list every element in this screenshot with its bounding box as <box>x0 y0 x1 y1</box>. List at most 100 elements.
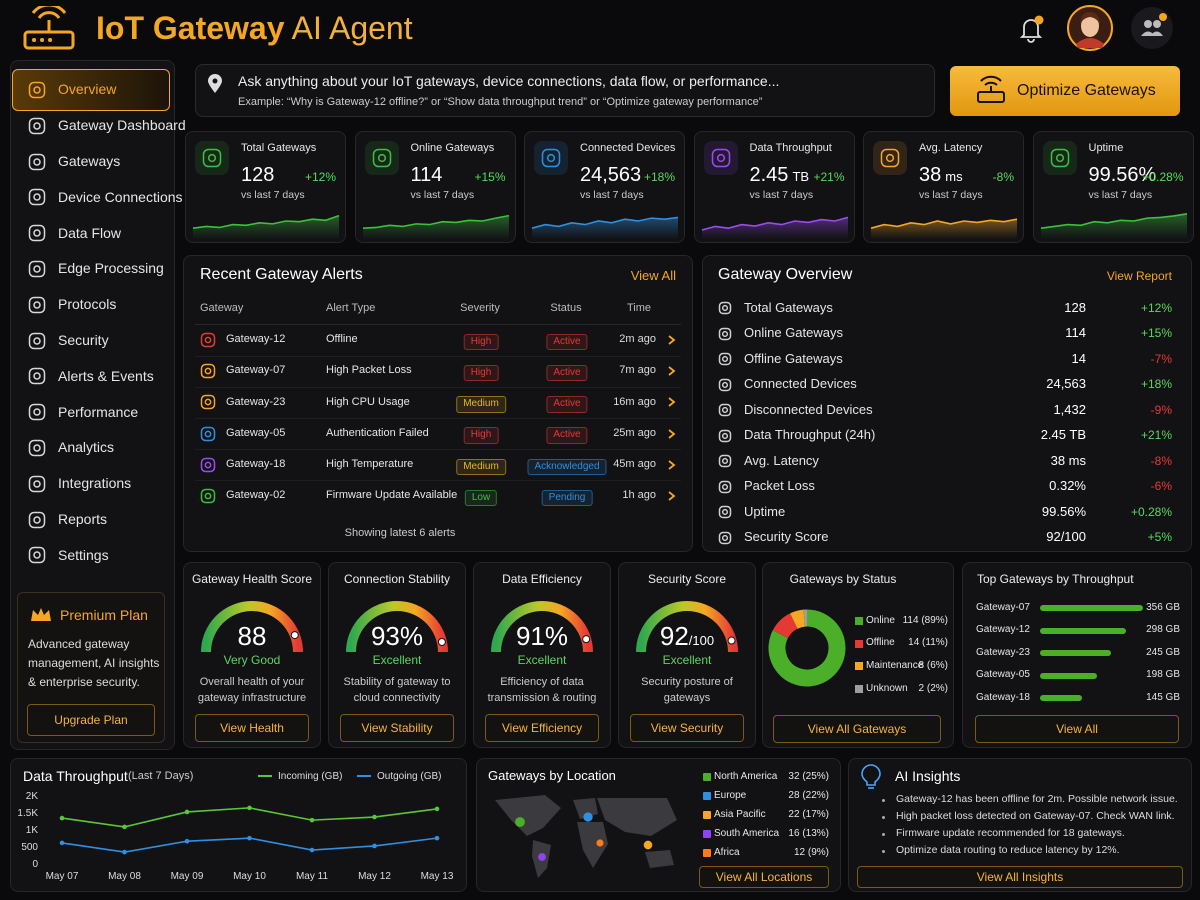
overview-label: Packet Loss <box>744 478 815 494</box>
icon-frame <box>372 148 391 168</box>
router-waves <box>980 75 1002 92</box>
nav-item[interactable]: Protocols <box>58 296 117 313</box>
score-button[interactable]: View Security <box>630 714 744 742</box>
overview-value: 1,432 <box>1053 401 1086 417</box>
overview-link[interactable]: View Report <box>1106 268 1172 283</box>
gauge-arc <box>346 601 448 653</box>
nav-item[interactable]: Data Flow <box>58 224 122 241</box>
icon-dot <box>546 153 556 163</box>
nav-item[interactable]: Gateway Dashboard <box>58 117 186 134</box>
score-suffix: /100 <box>688 632 715 648</box>
gateway-name: Gateway-05 <box>976 669 1030 681</box>
nav-icon <box>28 153 46 170</box>
sparkline-line <box>701 216 848 231</box>
location-value: 16 (13%) <box>788 827 829 839</box>
nav-item[interactable]: Reports <box>58 510 108 527</box>
bullet <box>882 849 885 853</box>
alerts-link[interactable]: View All <box>630 267 676 283</box>
insight-item: High packet loss detected on Gateway-07.… <box>896 810 1175 823</box>
status-value: 8 (6%) <box>918 660 948 671</box>
gauge-marker <box>437 637 446 646</box>
divider <box>195 480 681 482</box>
icon-frame <box>718 505 732 519</box>
overview-change: +5% <box>1147 530 1172 545</box>
nav-icon <box>28 439 46 457</box>
location-title: Gateways by Location <box>488 767 616 783</box>
bulb-icon <box>861 764 881 789</box>
notification-bell[interactable] <box>1016 14 1046 44</box>
overview-label: Uptime <box>744 503 786 519</box>
nav-item[interactable]: Security <box>58 331 109 348</box>
kpi-value: 128 <box>241 163 275 186</box>
overview-change: +21% <box>1140 428 1172 443</box>
icon-frame <box>1050 148 1069 168</box>
alert-gateway: Gateway-12 <box>226 333 286 346</box>
upgrade-button[interactable]: Upgrade Plan <box>27 704 155 736</box>
alert-gateway: Gateway-07 <box>226 364 286 377</box>
nav-item[interactable]: Alerts & Events <box>58 367 154 384</box>
alert-time: 7m ago <box>619 364 656 377</box>
row-chevron <box>668 428 676 439</box>
kpi-note: vs last 7 days <box>241 189 305 202</box>
score-value: 92/100 <box>659 620 715 651</box>
y-tick-label: 1.5K <box>17 807 38 819</box>
status-name: Offline <box>866 637 895 649</box>
series-point <box>434 806 440 812</box>
legend-swatch <box>703 849 711 857</box>
score-button[interactable]: View Health <box>195 714 309 742</box>
icon-frame <box>28 511 46 528</box>
throughput-button[interactable]: View All <box>975 715 1179 743</box>
nav-icon <box>28 403 46 421</box>
x-tick-label: May 07 <box>45 870 79 882</box>
nav-item[interactable]: Analytics <box>58 439 115 456</box>
icon-frame <box>28 117 46 135</box>
alert-icon <box>200 488 216 504</box>
status-button[interactable]: View All Gateways <box>773 715 941 743</box>
nav-item[interactable]: Device Connections <box>58 188 183 205</box>
sparkline <box>1040 213 1187 239</box>
score-rating: Excellent <box>662 652 712 667</box>
kpi-icon-bg <box>873 141 907 175</box>
score-title: Gateway Health Score <box>191 571 313 586</box>
nav-item[interactable]: Integrations <box>58 475 132 492</box>
insights-button[interactable]: View All Insights <box>857 866 1183 888</box>
alert-gateway: Gateway-23 <box>226 395 286 408</box>
nav-item[interactable]: Performance <box>58 403 139 420</box>
nav-item[interactable]: Settings <box>58 546 109 563</box>
sparkline <box>531 216 679 239</box>
kpi-label: Online Gateways <box>410 142 495 155</box>
location-value: 28 (22%) <box>788 789 829 801</box>
overview-label: Online Gateways <box>744 325 843 341</box>
bullet <box>882 815 885 819</box>
icon-dot <box>207 153 217 163</box>
bullet <box>882 798 885 802</box>
user-avatar[interactable] <box>1066 4 1114 52</box>
nav-item[interactable]: Edge Processing <box>58 260 164 277</box>
severity-badge: Medium <box>456 396 506 413</box>
nav-item[interactable]: Gateways <box>58 152 121 169</box>
optimize-label[interactable]: Optimize Gateways <box>1017 82 1156 100</box>
sparkline-line <box>531 216 679 229</box>
gateway-name: Gateway-12 <box>976 624 1030 636</box>
icon-dot <box>721 432 729 439</box>
location-button[interactable]: View All Locations <box>699 866 829 888</box>
kpi-unit: ms <box>945 168 963 184</box>
alert-gateway: Gateway-18 <box>226 457 286 470</box>
location-pin <box>208 74 222 93</box>
icon-frame <box>718 352 732 366</box>
alert-icon <box>200 332 216 348</box>
insight-item: Optimize data routing to reduce latency … <box>896 844 1120 857</box>
team-icon[interactable] <box>1130 6 1174 50</box>
sparkline <box>192 214 340 239</box>
status-badge: Active <box>546 427 588 444</box>
icon-frame <box>28 403 46 421</box>
sparkline-line <box>192 214 340 229</box>
score-button[interactable]: View Stability <box>340 714 454 742</box>
nav-item[interactable]: Overview <box>58 81 117 98</box>
icon-frame <box>28 260 46 278</box>
score-button[interactable]: View Efficiency <box>485 714 599 742</box>
donut <box>768 609 846 687</box>
series-point <box>309 817 315 823</box>
overview-change: +0.28% <box>1130 504 1172 519</box>
icon-dot <box>204 398 212 406</box>
